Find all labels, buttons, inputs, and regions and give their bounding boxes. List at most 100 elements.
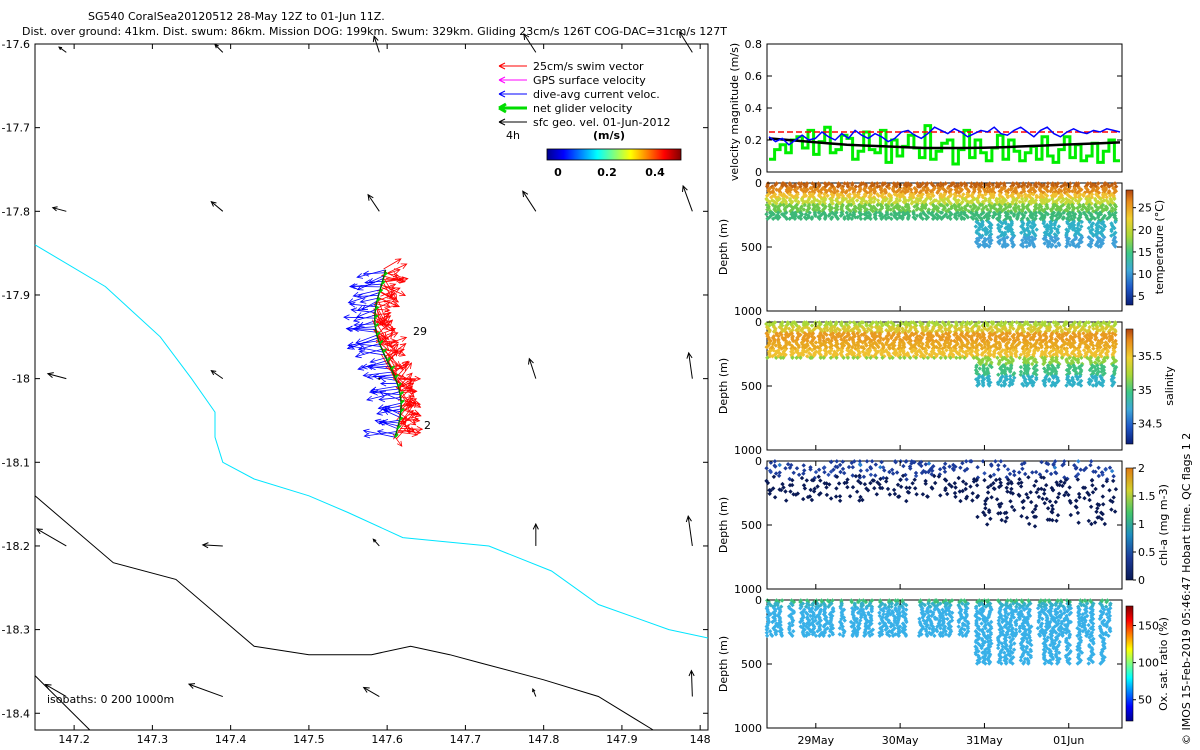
temp-dot: [873, 216, 878, 221]
temp-dot: [866, 210, 871, 215]
sal-dot: [778, 331, 783, 336]
temp-dot: [782, 193, 787, 198]
swim-vector-head: [401, 276, 409, 283]
dac-vector: [356, 309, 376, 318]
temp-dot: [996, 218, 1001, 223]
temp-dot: [1019, 230, 1024, 235]
temp-dot: [883, 213, 888, 218]
sfc-vector-shaft: [202, 544, 223, 547]
chlorophyll-colorbar-ticks: 21.510.50: [1133, 462, 1156, 587]
sfc-vector: [210, 369, 224, 380]
swim-vector-head: [389, 327, 397, 334]
map-ytick-label: -18.4: [2, 707, 30, 720]
temp-dot: [1041, 221, 1046, 226]
temp-dot: [920, 192, 925, 197]
temperature-colorbar: [1125, 189, 1134, 306]
sal-cb-tick-label: 35.5: [1138, 350, 1163, 363]
temp-dot: [1069, 199, 1074, 205]
chl-cb-tick-label: 2: [1138, 462, 1145, 475]
temp-dot: [953, 205, 958, 211]
temp-dot: [872, 205, 877, 211]
swim-vector-head: [405, 378, 413, 385]
sfc-vector-shaft: [532, 688, 537, 697]
sfc-vector-head: [372, 35, 379, 43]
temp-dot: [1028, 224, 1033, 229]
temp-dot: [855, 193, 860, 198]
temp-dot: [945, 185, 951, 191]
temp-dot: [1027, 242, 1032, 248]
swim-vector-shaft: [374, 302, 391, 308]
temp-dot: [1015, 216, 1020, 221]
temp-dot: [979, 184, 984, 189]
temp-dot: [798, 205, 804, 211]
sal-ytick-label: 0: [755, 316, 762, 329]
swim-vector: [377, 330, 394, 348]
sal-dot: [784, 346, 789, 351]
dac-vector-shaft: [355, 334, 378, 344]
temp-dot: [1075, 242, 1080, 248]
temp-dot: [1045, 244, 1051, 249]
sfc-vector-head: [686, 351, 693, 359]
chl-cb-tick-label: 0: [1138, 574, 1145, 587]
swim-vector: [386, 277, 406, 284]
temp-dot: [889, 216, 894, 221]
swim-vector-head: [392, 343, 399, 350]
swim-vector-head: [397, 348, 405, 354]
temp-dot: [853, 184, 858, 189]
temp-dot: [1067, 242, 1073, 248]
sal-dot: [790, 324, 796, 330]
temp-dot: [1079, 219, 1084, 225]
temp-dot: [1004, 216, 1009, 221]
temp-dot: [935, 190, 940, 195]
sal-dot: [773, 343, 779, 348]
chl-ytick-label: 0: [755, 455, 762, 468]
temp-dot: [796, 181, 802, 186]
dac-vector: [374, 418, 399, 427]
temp-dot: [908, 182, 913, 188]
temp-dot: [1002, 218, 1007, 223]
temp-dot: [938, 181, 943, 186]
temp-dot: [924, 190, 929, 195]
temp-dot: [905, 216, 911, 221]
temp-dot: [1017, 199, 1022, 205]
legend-item-sfc: sfc geo. vel. 01-Jun-2012: [498, 116, 670, 129]
temp-dot: [1020, 244, 1026, 249]
swim-vector-head: [407, 385, 414, 391]
salinity-dots: [764, 320, 1119, 388]
temp-dot: [1109, 228, 1114, 234]
temp-dot: [820, 202, 825, 208]
salinity-ylabel: Depth (m): [717, 358, 730, 414]
net-velocity-vector: [378, 288, 383, 294]
temp-dot: [912, 185, 917, 191]
sfc-vector-shaft: [523, 33, 537, 53]
temp-dot: [911, 192, 916, 197]
temp-dot: [1101, 222, 1107, 228]
temp-dot: [940, 195, 945, 200]
sal-dot: [770, 354, 775, 359]
temp-dot: [1058, 213, 1063, 218]
temp-dot: [1013, 209, 1018, 214]
temp-dot: [1109, 233, 1114, 238]
sfc-vector: [523, 32, 537, 53]
temp-dot: [1053, 199, 1058, 205]
temp-dot: [948, 201, 953, 206]
temp-dot: [802, 215, 807, 220]
velocity-ytick-label: 0.8: [745, 38, 763, 51]
temp-dot: [1071, 222, 1077, 228]
swim-vector-head: [386, 341, 394, 348]
temp-dot: [1049, 244, 1054, 249]
net-velocity-vector: [376, 331, 381, 336]
dac-vector: [378, 396, 401, 403]
dac-vector-head: [347, 341, 354, 348]
temp-dot: [1092, 182, 1097, 188]
temp-dot: [1009, 227, 1014, 232]
temp-dot: [1110, 241, 1116, 246]
temp-dot: [935, 216, 940, 221]
temp-dot: [803, 193, 809, 198]
temp-dot: [883, 216, 889, 221]
temp-dot: [1084, 201, 1089, 206]
temp-dot: [995, 235, 1001, 240]
sfc-vector-head: [523, 32, 530, 40]
sfc-vector: [44, 683, 67, 697]
temp-cb-tick-label: 15: [1138, 246, 1152, 259]
